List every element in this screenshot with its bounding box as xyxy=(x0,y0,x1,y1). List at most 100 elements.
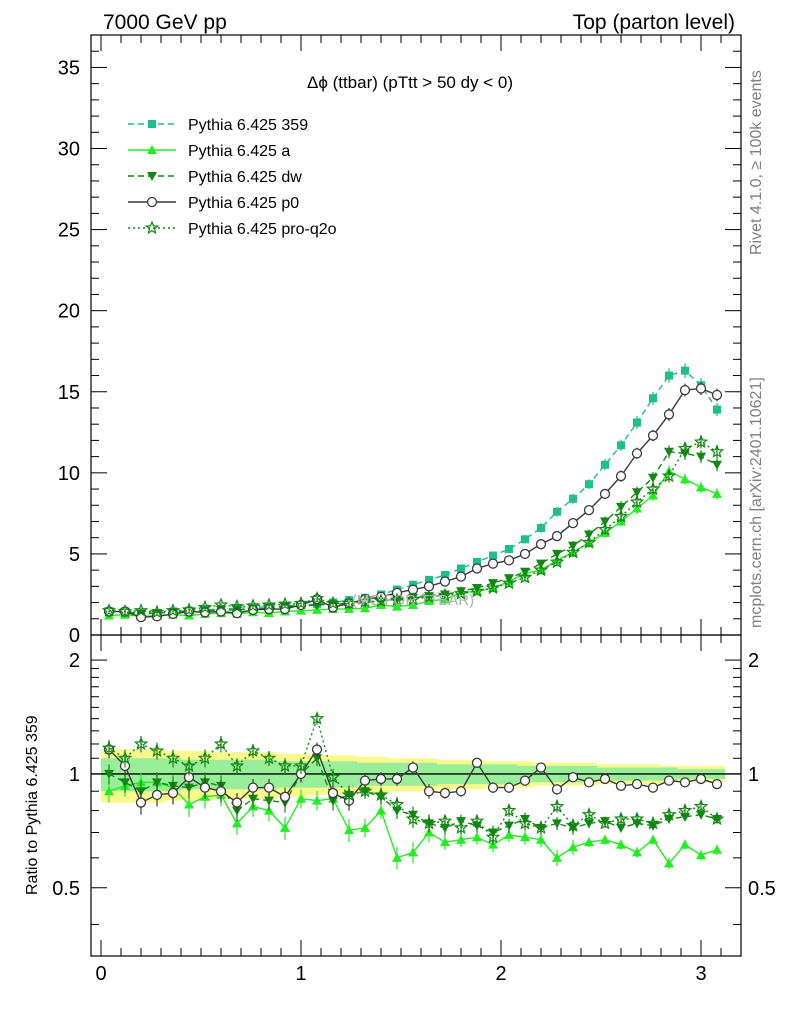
ratio-band-inner xyxy=(101,758,725,792)
ratio-point-a xyxy=(712,844,722,854)
main-point-s359 xyxy=(633,418,641,427)
ratio-point-proq2o xyxy=(261,750,277,765)
ratio-point-p0 xyxy=(631,778,643,790)
legend-label: Pythia 6.425 a xyxy=(188,143,290,160)
main-point-proq2o xyxy=(469,583,485,598)
main-point-a xyxy=(344,604,354,614)
legend-marker-s359 xyxy=(148,120,156,128)
main-point-proq2o xyxy=(597,521,613,536)
ratio-point-proq2o xyxy=(149,743,165,758)
main-point-p0 xyxy=(647,430,659,441)
main-point-s359 xyxy=(713,405,721,414)
main-ytick-label: 30 xyxy=(58,139,80,161)
main-ytick-label: 20 xyxy=(58,301,80,323)
ratio-point-p0 xyxy=(407,762,419,773)
main-point-s359 xyxy=(425,575,433,584)
ratio-point-a xyxy=(664,858,674,868)
main-panel: (MC FOR TTBAR) Δϕ (ttbar) (pTtt > 50 dy … xyxy=(58,34,742,647)
legend-marker-proq2o xyxy=(144,220,160,235)
main-point-proq2o xyxy=(629,494,645,509)
ratio-point-p0 xyxy=(375,773,387,785)
ratio-point-a xyxy=(648,834,658,844)
main-point-s359 xyxy=(681,366,689,375)
main-ytick-label: 25 xyxy=(58,220,80,242)
main-point-dw xyxy=(696,452,706,462)
main-point-proq2o xyxy=(709,444,725,458)
main-point-a xyxy=(712,488,722,498)
main-point-proq2o xyxy=(437,587,453,602)
legend: Pythia 6.425 359 Pythia 6.425 a Pythia 6.4… xyxy=(128,117,337,238)
ratio-point-p0 xyxy=(167,787,179,799)
ratio-point-proq2o xyxy=(213,736,229,751)
ratio-point-dw xyxy=(552,819,562,829)
ratio-point-proq2o xyxy=(373,787,389,802)
ratio-ytick-label-right: 0.5 xyxy=(748,878,776,900)
main-point-proq2o xyxy=(613,508,629,523)
ratio-point-p0 xyxy=(247,782,259,793)
ratio-point-p0 xyxy=(503,782,515,793)
ratio-point-p0 xyxy=(663,775,675,786)
ratio-point-dw xyxy=(184,783,194,793)
ratio-axes: 0.5 0.5 1 1 2 2 0 1 2 3 xyxy=(52,634,776,985)
ratio-point-a xyxy=(232,818,242,828)
legend-entry-s359: Pythia 6.425 359 xyxy=(128,117,308,134)
main-point-s359 xyxy=(553,507,561,516)
ratio-point-a xyxy=(616,839,626,849)
legend-marker-a xyxy=(147,145,157,154)
ratio-point-p0 xyxy=(135,797,147,808)
ratio-point-proq2o xyxy=(709,811,725,826)
main-point-a xyxy=(360,603,370,613)
ratio-point-p0 xyxy=(599,773,611,785)
main-point-s359 xyxy=(473,558,481,567)
ratio-point-proq2o xyxy=(101,740,117,755)
main-point-p0 xyxy=(695,383,707,394)
main-point-p0 xyxy=(615,470,627,482)
ratio-series-p0 xyxy=(103,741,723,815)
ratio-point-proq2o xyxy=(533,820,549,835)
main-point-a xyxy=(632,503,642,513)
main-point-p0 xyxy=(439,576,451,587)
main-series-proq2o xyxy=(101,434,725,619)
ratio-point-proq2o xyxy=(613,811,629,826)
legend-label: Pythia 6.425 359 xyxy=(188,117,308,134)
ratio-point-proq2o xyxy=(277,758,293,773)
main-point-dw xyxy=(616,502,626,512)
main-point-proq2o xyxy=(549,554,565,569)
ratio-point-a xyxy=(440,837,450,847)
header-right: Top (parton level) xyxy=(573,11,735,34)
main-point-p0 xyxy=(599,488,611,500)
ratio-point-a xyxy=(296,793,306,803)
ratio-point-proq2o xyxy=(581,807,597,821)
main-point-p0 xyxy=(535,539,547,550)
main-point-a xyxy=(392,601,402,611)
main-point-proq2o xyxy=(677,440,693,455)
main-point-s359 xyxy=(617,441,625,450)
rivet-label: Rivet 4.1.0, ≥ 100k events xyxy=(748,70,765,255)
ratio-point-proq2o xyxy=(517,815,533,830)
xtick-label: 3 xyxy=(695,963,706,985)
ratio-panel: 0.5 0.5 1 1 2 2 0 1 2 3 Ratio to Pythia 6.425 359 xyxy=(24,634,776,985)
ratio-point-p0 xyxy=(519,775,531,786)
ratio-point-p0 xyxy=(199,782,211,793)
ratio-point-a xyxy=(376,805,386,815)
ratio-point-p0 xyxy=(679,777,691,788)
ratio-point-a xyxy=(696,850,706,860)
main-point-proq2o xyxy=(645,481,661,496)
legend-label: Pythia 6.425 p0 xyxy=(188,195,299,212)
ratio-point-p0 xyxy=(487,782,499,793)
legend-entry-proq2o: Pythia 6.425 pro-q2o xyxy=(128,220,337,238)
main-point-proq2o xyxy=(261,597,277,612)
ratio-point-p0 xyxy=(327,787,339,799)
ratio-point-p0 xyxy=(279,791,291,802)
main-point-s359 xyxy=(585,480,593,489)
ratio-ytick-label: 2 xyxy=(69,650,80,672)
main-point-a xyxy=(408,600,418,609)
main-axes: 0 5 10 15 20 25 30 35 xyxy=(58,34,742,647)
ratio-point-a xyxy=(456,834,466,844)
ratio-point-a xyxy=(632,847,642,857)
ratio-frame xyxy=(90,634,742,957)
ratio-ytick-label-right: 1 xyxy=(748,764,759,786)
ratio-point-proq2o xyxy=(501,802,517,817)
ratio-point-proq2o xyxy=(245,743,261,758)
ratio-point-proq2o xyxy=(677,802,693,817)
